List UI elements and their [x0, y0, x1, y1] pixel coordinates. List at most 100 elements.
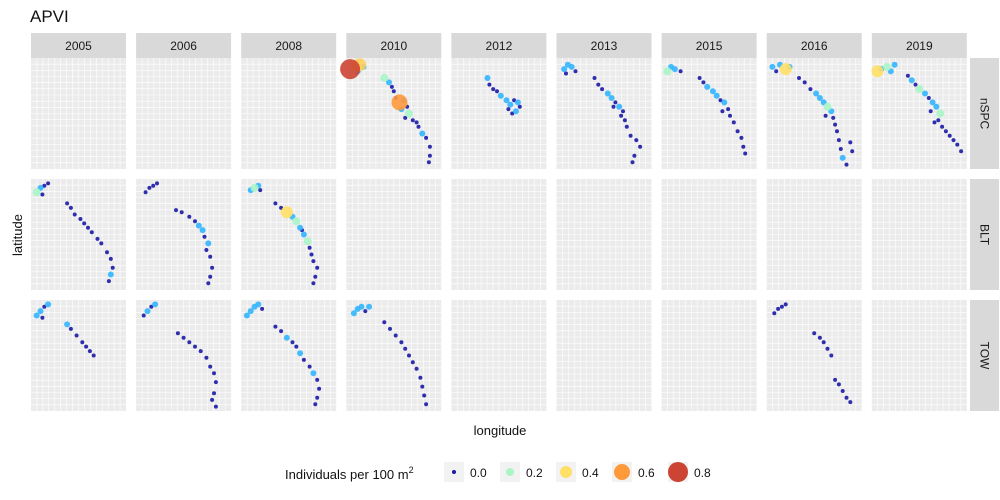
panel-nSPC-2013 — [556, 58, 652, 169]
data-point — [405, 109, 413, 118]
data-point — [89, 230, 94, 235]
col-strip-2016: 2016 — [766, 33, 862, 58]
col-strip-2019: 2019 — [871, 33, 967, 58]
data-point — [497, 92, 504, 99]
data-point — [340, 59, 361, 80]
data-point — [821, 340, 826, 345]
panel-nSPC-2008 — [241, 58, 337, 169]
panel-nSPC-2016 — [766, 58, 862, 169]
data-point — [403, 346, 408, 351]
legend-key — [614, 464, 630, 480]
data-point — [84, 344, 89, 349]
col-strip-2013: 2013 — [556, 33, 652, 58]
row-strip-BLT: BLT — [970, 179, 999, 290]
data-point — [391, 94, 408, 111]
data-point — [80, 340, 85, 345]
data-point — [210, 265, 215, 270]
data-point — [187, 340, 192, 345]
data-point — [350, 310, 357, 317]
data-point — [833, 377, 838, 382]
data-point — [410, 360, 415, 365]
data-point — [46, 181, 51, 186]
panel-BLT-2008 — [241, 179, 337, 290]
data-point — [959, 149, 964, 154]
data-point — [95, 236, 100, 241]
data-point — [604, 90, 611, 97]
col-strip-label: 2019 — [906, 39, 933, 53]
data-point — [628, 133, 633, 138]
data-point — [608, 95, 615, 101]
data-point — [204, 248, 209, 252]
data-point — [774, 69, 779, 74]
data-point — [279, 329, 284, 334]
data-point — [802, 80, 807, 85]
data-point — [632, 153, 637, 158]
data-point — [638, 144, 643, 149]
data-point — [141, 313, 146, 318]
data-point — [678, 69, 683, 74]
data-point — [110, 265, 115, 270]
col-strip-label: 2008 — [275, 39, 302, 53]
data-point — [812, 331, 817, 336]
data-point — [65, 201, 70, 206]
data-point — [817, 335, 822, 340]
panel-TOW-2015 — [661, 300, 757, 411]
data-point — [936, 118, 941, 123]
data-point — [905, 73, 910, 78]
data-point — [407, 353, 411, 358]
points-TOW-2006 — [141, 301, 218, 409]
data-point — [871, 65, 884, 78]
panel-nSPC-2006 — [136, 58, 232, 169]
data-point — [147, 185, 152, 190]
data-point — [181, 335, 186, 340]
data-point — [955, 142, 960, 147]
data-point — [315, 377, 320, 382]
data-point — [202, 234, 207, 239]
data-point — [517, 104, 522, 109]
data-point — [850, 149, 855, 154]
data-point — [42, 183, 47, 188]
data-point — [389, 84, 394, 89]
data-point — [663, 67, 672, 76]
panel-TOW-2013 — [556, 300, 652, 411]
data-point — [108, 256, 113, 261]
data-point — [255, 301, 262, 308]
data-point — [797, 76, 801, 80]
legend-label: 0.4 — [582, 466, 599, 480]
panel-BLT-2012 — [451, 179, 547, 290]
data-point — [735, 129, 740, 134]
data-point — [273, 324, 278, 329]
data-point — [174, 208, 178, 213]
data-point — [709, 88, 716, 95]
data-point — [32, 188, 41, 197]
panel-BLT-2015 — [661, 179, 757, 290]
data-point — [363, 309, 368, 314]
legend-key — [452, 470, 456, 474]
data-point — [697, 76, 702, 80]
data-point — [290, 340, 295, 345]
data-point — [933, 103, 940, 110]
data-point — [208, 274, 213, 279]
legend-entry: 0.4 — [556, 462, 599, 482]
data-point — [307, 364, 312, 369]
points-nSPC-2010 — [340, 58, 432, 165]
data-point — [908, 77, 915, 84]
points-BLT-2005 — [32, 181, 115, 284]
data-point — [380, 74, 389, 82]
data-point — [891, 61, 898, 68]
data-point — [844, 162, 849, 167]
panel-TOW-2016 — [766, 300, 862, 411]
data-point — [42, 304, 47, 309]
panel-BLT-2019 — [871, 179, 967, 290]
data-point — [621, 109, 625, 114]
col-strip-label: 2015 — [696, 39, 723, 53]
col-strip-2008: 2008 — [241, 33, 337, 58]
data-point — [769, 63, 776, 70]
data-point — [772, 311, 777, 316]
data-point — [943, 129, 948, 134]
points-TOW-2008 — [243, 301, 322, 407]
points-nSPC-2012 — [484, 75, 522, 116]
data-point — [107, 271, 114, 278]
legend-entry: 0.8 — [668, 462, 711, 482]
data-point — [208, 254, 213, 259]
